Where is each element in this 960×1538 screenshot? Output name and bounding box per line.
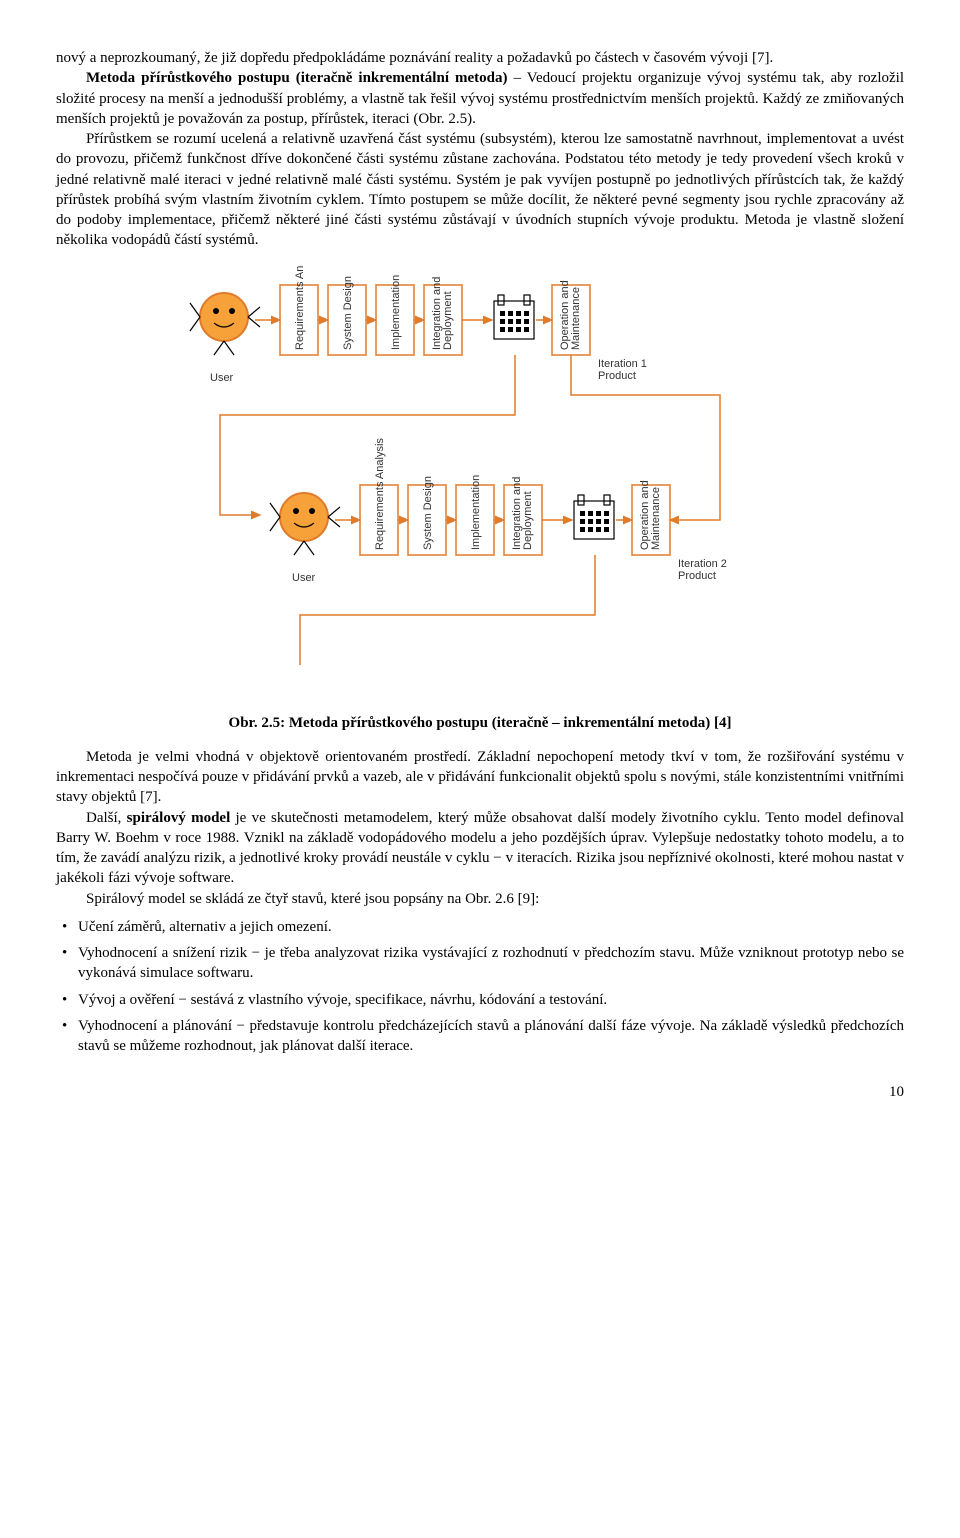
svg-text:Operation andMaintenance: Operation andMaintenance [639,480,662,550]
page-number: 10 [56,1082,904,1102]
svg-text:Implementation: Implementation [470,474,482,549]
iter2-label: Iteration 2Product [678,558,727,582]
svg-text:Implementation: Implementation [390,274,402,349]
para-2: Metoda přírůstkového postupu (iteračně i… [56,68,904,129]
para-4: Metoda je velmi vhodná v objektově orien… [56,747,904,808]
phase-labels-2: Requirements Analysis System Design Impl… [374,437,662,549]
user-icon [190,293,260,355]
list-item: Vývoj a ověření − sestává z vlastního vý… [56,990,904,1010]
svg-text:Requirements Analysis: Requirements Analysis [374,437,386,549]
para-1: nový a neprozkoumaný, že již dopředu pře… [56,48,904,68]
list-item: Učení záměrů, alternativ a jejich omezen… [56,917,904,937]
svg-text:Integration andDeployment: Integration andDeployment [431,276,454,349]
para-5-pre: Další, [86,810,127,826]
iteration-diagram: User [160,265,800,695]
product-icon-1 [494,295,534,339]
para-6: Spirálový model se skládá ze čtyř stavů,… [56,889,904,909]
user-icon-2 [270,493,340,555]
svg-text:System Design: System Design [422,476,434,550]
figure-caption: Obr. 2.5: Metoda přírůstkového postupu (… [56,713,904,733]
svg-text:Operation andMaintenance: Operation andMaintenance [559,280,582,350]
svg-text:Requirements Analysis: Requirements Analysis [294,265,306,350]
list-item: Vyhodnocení a snížení rizik − je třeba a… [56,943,904,984]
iter1-label: Iteration 1Product [598,358,647,382]
term-iter-incremental: Metoda přírůstkového postupu (iteračně i… [86,70,508,86]
phase-labels-1: Requirements Analysis System Design Impl… [294,265,582,350]
figure-2-5: User [160,265,800,695]
svg-text:System Design: System Design [342,276,354,350]
svg-text:Integration andDeployment: Integration andDeployment [511,476,534,549]
spiral-states-list: Učení záměrů, alternativ a jejich omezen… [56,917,904,1057]
product-icon-2 [574,495,614,539]
term-spiral-model: spirálový model [127,810,231,826]
user-label-2: User [292,572,316,584]
user-label-1: User [210,372,234,384]
para-5: Další, spirálový model je ve skutečnosti… [56,808,904,889]
para-3: Přírůstkem se rozumí ucelená a relativně… [56,129,904,251]
list-item: Vyhodnocení a plánování − představuje ko… [56,1016,904,1057]
